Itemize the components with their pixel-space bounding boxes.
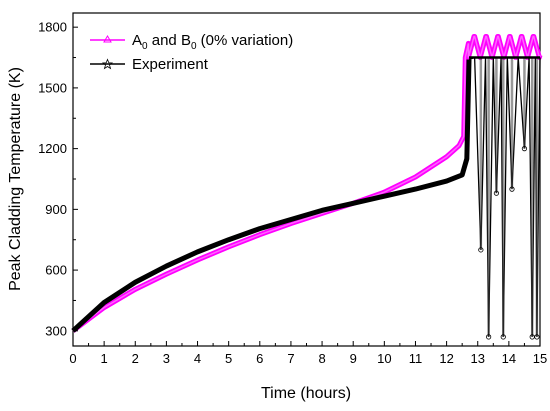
x-tick-label-0: 0 [69, 351, 76, 366]
x-tick-label-15: 15 [533, 351, 547, 366]
x-tick-label-2: 2 [132, 351, 139, 366]
series-2-line [71, 59, 472, 333]
y-tick-label-4: 1500 [38, 80, 67, 95]
x-tick-label-4: 4 [194, 351, 201, 366]
x-tick-label-7: 7 [287, 351, 294, 366]
y-tick-label-1: 600 [45, 263, 67, 278]
x-tick-label-13: 13 [470, 351, 484, 366]
x-tick-label-8: 8 [318, 351, 325, 366]
x-tick-label-14: 14 [502, 351, 516, 366]
series-1-line-highlight [72, 35, 541, 332]
series-layer [71, 33, 543, 340]
y-tick-label-5: 1800 [38, 20, 67, 35]
series-2-point-9 [509, 186, 515, 192]
x-tick-label-3: 3 [163, 351, 170, 366]
legend-item-series-1: A0 and B0 (0% variation) [90, 32, 293, 52]
series-2-point-7 [500, 334, 506, 340]
x-tick-label-6: 6 [256, 351, 263, 366]
series-2-point-5 [493, 190, 500, 196]
legend: A0 and B0 (0% variation) Experiment [90, 32, 293, 73]
series-2-point-1 [478, 247, 484, 253]
x-tick-label-12: 12 [439, 351, 453, 366]
x-tick-label-1: 1 [101, 351, 108, 366]
series-2-point-11 [521, 146, 528, 152]
x-tick-label-11: 11 [409, 351, 423, 366]
x-tick-label-5: 5 [225, 351, 232, 366]
legend-label-series-2: Experiment [132, 56, 209, 73]
y-tick-label-2: 900 [45, 202, 67, 217]
legend-item-series-2: Experiment [90, 56, 209, 73]
y-tick-label-0: 300 [45, 323, 67, 338]
series-2-point-3 [486, 334, 492, 340]
legend-label-series-1: A0 and B0 (0% variation) [132, 32, 293, 52]
x-tick-label-9: 9 [350, 351, 357, 366]
x-tick-label-10: 10 [377, 351, 391, 366]
legend-marker-series-2 [101, 58, 114, 70]
ticks-layer: 0 1 2 3 4 5 6 7 8 9 10 11 12 13 14 15300600900120015001… [38, 20, 547, 366]
series-2-point-15 [534, 334, 540, 340]
y-axis-title: Peak Cladding Temperature (K) [7, 67, 24, 291]
legend-marker-series-1 [103, 35, 112, 43]
y-tick-label-3: 1200 [38, 141, 67, 156]
x-axis-title: Time (hours) [261, 385, 351, 402]
